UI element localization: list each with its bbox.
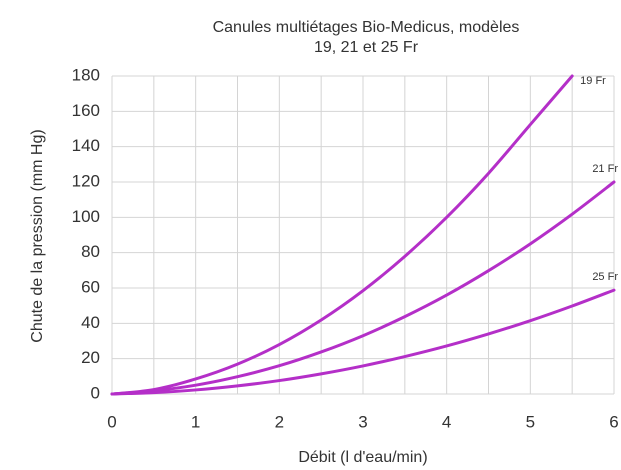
- x-tick-label: 2: [275, 412, 284, 431]
- y-tick-label: 160: [72, 101, 100, 120]
- y-tick-label: 80: [81, 242, 100, 261]
- x-tick-label: 4: [442, 412, 451, 431]
- x-tick-label: 0: [107, 412, 116, 431]
- x-axis-label: Débit (l d'eau/min): [298, 449, 427, 466]
- line: [110, 180, 616, 396]
- series-label: 21 Fr: [592, 163, 618, 175]
- chart-title: 19, 21 et 25 Fr: [314, 39, 419, 56]
- line: [110, 288, 616, 396]
- series-label: 19 Fr: [580, 75, 606, 87]
- y-tick-label: 40: [81, 313, 100, 332]
- y-tick-label: 100: [72, 207, 100, 226]
- y-tick-label: 60: [81, 277, 100, 296]
- x-tick-label: 1: [191, 412, 200, 431]
- y-tick-label: 120: [72, 171, 100, 190]
- y-tick-label: 180: [72, 65, 100, 84]
- chart-title: Canules multiétages Bio-Medicus, modèles: [213, 19, 520, 36]
- y-tick-label: 140: [72, 136, 100, 155]
- y-axis-label: Chute de la pression (mm Hg): [29, 129, 46, 342]
- x-tick-label: 3: [358, 412, 367, 431]
- series-label: 25 Fr: [592, 271, 618, 283]
- y-tick-label: 20: [81, 348, 100, 367]
- x-tick-label: 6: [609, 412, 618, 431]
- line: [110, 74, 574, 396]
- y-tick-label: 0: [91, 383, 100, 402]
- x-tick-label: 5: [526, 412, 535, 431]
